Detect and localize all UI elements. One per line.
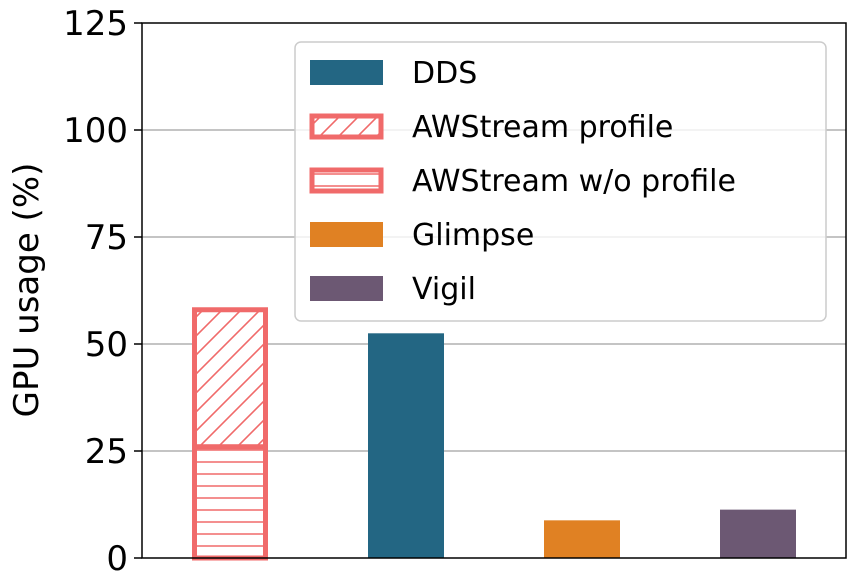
axes [141,22,847,559]
legend-label: Glimpse [412,218,534,253]
legend-box [294,41,827,322]
legend-swatch-vigil [310,276,383,301]
bar-vigil [720,509,796,558]
legend-label: AWStream profile [412,110,673,145]
bar-dds [368,333,444,558]
y-tick-label: 50 [85,325,128,365]
y-tick-label: 75 [85,218,128,258]
bar-awstream-profile [192,307,268,450]
plot-frame [141,22,847,559]
y-ticks: 0 25 50 75 100 125 [63,4,142,579]
legend-swatch-awstream-w-o-profile [309,167,384,194]
legend-label: Vigil [412,272,476,307]
y-tick-label: 125 [63,4,128,44]
y-tick-label: 0 [106,539,128,579]
legend-swatch-glimpse [310,222,383,247]
legend-label: AWStream w/o profile [412,164,736,199]
bars [192,307,796,561]
y-tick-label: 100 [63,111,128,151]
bar-awstream-w-o-profile [192,444,268,561]
legend-swatch-awstream-profile [309,113,384,140]
bar-glimpse [544,520,620,558]
y-axis-title: GPU usage (%) [7,163,47,418]
legend-swatch-dds [310,60,383,85]
legend-label: DDS [412,56,477,91]
legend: DDS AWStream profile AWStream w/o profile G… [294,41,827,322]
y-tick-label: 25 [85,432,128,472]
